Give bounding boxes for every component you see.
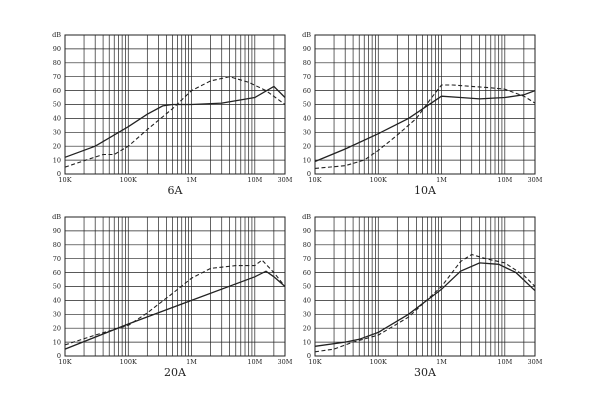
x-tick-label: 30M <box>528 176 543 184</box>
y-tick-label: 10 <box>303 156 311 164</box>
x-tick-label: 10K <box>308 176 321 184</box>
y-tick-label: 10 <box>53 156 61 164</box>
y-tick-label: 70 <box>303 73 311 81</box>
y-tick-label: 40 <box>53 115 61 123</box>
y-tick-label: 70 <box>53 73 61 81</box>
y-tick-label: 0 <box>57 170 61 178</box>
y-tick-label: 30 <box>303 311 311 319</box>
x-tick-label: 10K <box>58 358 71 366</box>
y-tick-label: 90 <box>303 227 311 235</box>
y-tick-label: 0 <box>307 352 311 360</box>
y-axis-unit-label: dB <box>52 31 61 39</box>
y-tick-label: 50 <box>303 101 311 109</box>
y-tick-label: 40 <box>53 297 61 305</box>
y-tick-label: 30 <box>53 311 61 319</box>
series-line-dashed <box>64 259 286 346</box>
series-line-solid <box>64 270 286 350</box>
x-tick-label: 1M <box>186 358 197 366</box>
y-tick-label: 20 <box>303 324 311 332</box>
x-tick-label: 1M <box>436 358 447 366</box>
y-tick-label: 30 <box>303 129 311 137</box>
y-tick-label: 60 <box>53 87 61 95</box>
series-line-solid <box>314 262 536 347</box>
y-axis-unit-label: dB <box>302 31 311 39</box>
x-tick-label: 30M <box>528 358 543 366</box>
y-tick-label: 90 <box>303 45 311 53</box>
series-line-dashed <box>314 84 536 169</box>
series-line-solid <box>64 85 286 158</box>
series-line-dashed <box>64 76 286 168</box>
x-tick-label: 10K <box>308 358 321 366</box>
x-tick-label: 10M <box>247 358 262 366</box>
y-axis-unit-label: dB <box>52 213 61 221</box>
y-axis-unit-label: dB <box>302 213 311 221</box>
y-tick-label: 20 <box>303 142 311 150</box>
y-tick-label: 80 <box>303 59 311 67</box>
x-tick-label: 10M <box>247 176 262 184</box>
x-tick-label: 10M <box>497 176 512 184</box>
x-tick-label: 1M <box>186 176 197 184</box>
y-tick-label: 50 <box>53 283 61 291</box>
chart-panel-1: 0 10 20 30 40 50 60 70 80 90 dB 10K 100K 1M 10M 30M 6A <box>52 31 293 197</box>
y-tick-label: 50 <box>303 283 311 291</box>
y-tick-label: 90 <box>53 45 61 53</box>
y-tick-label: 50 <box>53 101 61 109</box>
y-tick-label: 0 <box>57 352 61 360</box>
y-tick-label: 10 <box>303 338 311 346</box>
y-tick-label: 0 <box>307 170 311 178</box>
x-tick-label: 100K <box>370 176 387 184</box>
x-tick-label: 100K <box>370 358 387 366</box>
chart-title: 20A <box>164 366 187 379</box>
y-tick-label: 70 <box>53 255 61 263</box>
y-tick-label: 80 <box>53 59 61 67</box>
chart-title: 10A <box>414 184 437 197</box>
x-tick-label: 30M <box>278 176 293 184</box>
y-tick-label: 40 <box>303 115 311 123</box>
y-tick-label: 60 <box>303 269 311 277</box>
plot-frame <box>314 34 536 175</box>
chart-panel-2: 0 10 20 30 40 50 60 70 80 90 dB 10K 100K 1M 10M 30M 10A <box>302 31 543 197</box>
x-tick-label: 1M <box>436 176 447 184</box>
x-tick-label: 10M <box>497 358 512 366</box>
x-tick-label: 100K <box>120 176 137 184</box>
y-tick-label: 70 <box>303 255 311 263</box>
chart-title: 30A <box>414 366 437 379</box>
y-tick-label: 80 <box>303 241 311 249</box>
x-tick-label: 10K <box>58 176 71 184</box>
y-tick-label: 30 <box>53 129 61 137</box>
x-tick-label: 30M <box>278 358 293 366</box>
chart-title: 6A <box>168 184 184 197</box>
y-tick-label: 10 <box>53 338 61 346</box>
chart-panel-4: 0 10 20 30 40 50 60 70 80 90 dB 10K 100K 1M 10M 30M 30A <box>302 213 543 379</box>
series-line-solid <box>314 89 536 163</box>
y-tick-label: 60 <box>53 269 61 277</box>
x-tick-label: 100K <box>120 358 137 366</box>
y-tick-label: 20 <box>53 324 61 332</box>
y-tick-label: 80 <box>53 241 61 249</box>
y-tick-label: 20 <box>53 142 61 150</box>
y-tick-label: 60 <box>303 87 311 95</box>
chart-panel-3: 0 10 20 30 40 50 60 70 80 90 dB 10K 100K 1M 10M 30M 20A <box>52 213 293 379</box>
y-tick-label: 90 <box>53 227 61 235</box>
y-tick-label: 40 <box>303 297 311 305</box>
series-line-dashed <box>314 253 536 353</box>
